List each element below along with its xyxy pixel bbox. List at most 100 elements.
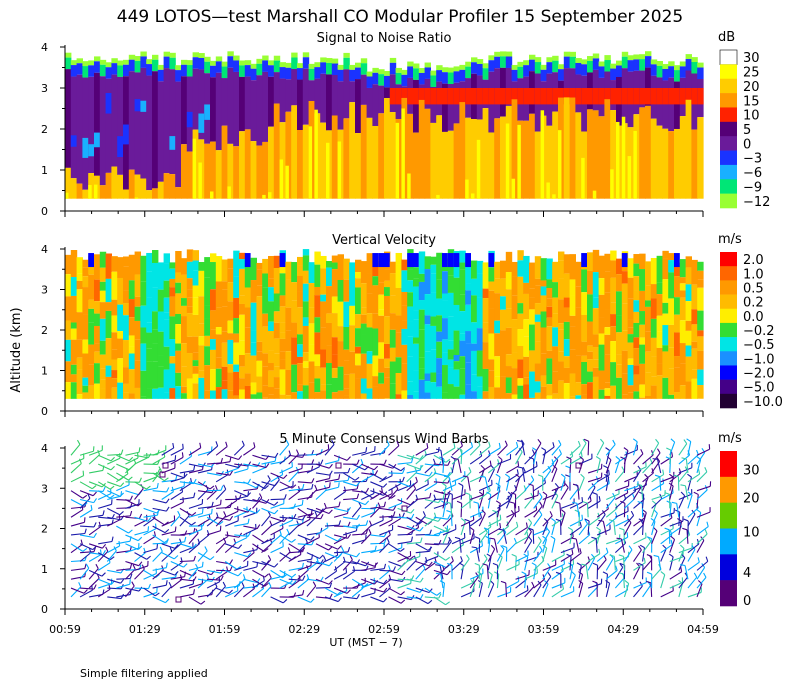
vv-cell: [163, 312, 170, 320]
wind-barb-flag: [468, 467, 472, 473]
snr-cell: [413, 132, 420, 199]
vv-cell: [645, 285, 652, 301]
wind-barb: [288, 522, 303, 527]
wind-barb: [179, 482, 192, 492]
colorbar-label: 25: [743, 66, 760, 81]
wind-barb-flag: [193, 589, 195, 595]
vv-cell: [604, 334, 611, 355]
wind-barb: [70, 543, 84, 552]
snr-cell: [575, 88, 582, 105]
wind-barb-flag: [137, 545, 143, 550]
wind-barb-flag: [624, 580, 630, 585]
vv-cell: [297, 275, 304, 292]
wind-barb-flag: [311, 459, 315, 465]
vv-cell: [656, 294, 663, 305]
y-tick-label: 3: [41, 82, 48, 95]
wind-barb: [696, 560, 709, 571]
vv-cell: [587, 321, 594, 346]
wind-barb-flag: [347, 467, 351, 473]
vv-cell: [273, 255, 281, 269]
snr-cell: [262, 55, 269, 61]
vv-cell: [650, 284, 658, 299]
vv-cell: [592, 367, 600, 377]
vv-cell: [598, 370, 605, 390]
plot-area: [65, 51, 704, 199]
vv-cell: [471, 391, 478, 399]
wind-barb: [306, 466, 320, 474]
wind-barb: [696, 511, 711, 518]
vv-cell: [453, 361, 460, 370]
wind-barb-flag: [211, 501, 214, 507]
snr-cell: [384, 75, 391, 88]
wind-barb-flag: [283, 474, 288, 479]
wind-barb-flag: [400, 591, 405, 596]
wind-barb-flag: [638, 491, 644, 495]
wind-barb: [388, 502, 402, 509]
wind-barb: [333, 561, 346, 571]
wind-barb: [515, 578, 527, 589]
wind-barb: [497, 500, 510, 509]
wind-barb: [134, 565, 148, 571]
snr-cell: [558, 130, 562, 199]
wind-barb: [234, 468, 248, 474]
wind-barb: [107, 507, 121, 516]
vv-cell: [233, 333, 240, 343]
wind-barb-flag: [92, 545, 97, 551]
wind-barb-flag: [329, 582, 333, 588]
wind-barb-flag: [383, 563, 387, 569]
wind-barb: [97, 493, 112, 501]
vv-cell: [384, 253, 390, 268]
wind-barb-flag: [175, 475, 178, 481]
wind-barb: [415, 587, 430, 593]
vv-cell: [447, 359, 455, 368]
wind-barb: [225, 454, 239, 461]
wind-barb: [513, 503, 517, 518]
wind-barb: [569, 445, 581, 456]
wind-barb: [97, 562, 111, 571]
snr-cell: [262, 60, 269, 72]
wind-barb: [623, 450, 629, 465]
vv-cell: [697, 270, 704, 280]
snr-cell: [511, 178, 516, 199]
wind-barb: [487, 548, 496, 562]
vv-cell: [691, 341, 698, 349]
wind-barb-flag: [608, 469, 610, 475]
wind-barb: [379, 493, 393, 501]
wind-barb: [696, 533, 708, 545]
wind-barb: [624, 515, 635, 527]
wind-barb: [270, 534, 282, 545]
wind-barb-flag: [154, 592, 160, 597]
wind-barb: [315, 543, 329, 551]
wind-barb-flag: [400, 467, 406, 472]
wind-barb: [684, 565, 689, 580]
vv-cell: [372, 386, 379, 399]
wind-barb: [361, 490, 374, 499]
snr-cell: [505, 88, 513, 105]
colorbar-cell: [720, 337, 737, 352]
x-tick-label: 01:59: [209, 623, 241, 636]
wind-barb: [161, 552, 175, 560]
wind-barb-flag: [654, 474, 660, 478]
wind-barb-flag: [253, 442, 256, 448]
wind-barb: [487, 463, 500, 474]
vv-cell: [140, 327, 147, 344]
vv-cell: [407, 253, 413, 268]
wind-barb: [152, 507, 167, 512]
vv-cell: [99, 267, 107, 282]
vv-cell: [314, 251, 321, 265]
wind-barb-flag: [247, 552, 252, 558]
wind-barb-flag: [531, 562, 537, 566]
wind-barb: [143, 587, 156, 597]
wind-barb: [215, 570, 229, 580]
snr-cell: [210, 77, 217, 142]
snr-cell: [134, 174, 141, 199]
wind-barb: [70, 499, 84, 507]
wind-barb: [352, 560, 366, 567]
vv-cell: [192, 297, 199, 315]
snr-cell: [268, 126, 275, 199]
vv-cell: [210, 390, 217, 399]
wind-barb-flag: [553, 491, 559, 497]
snr-cell: [210, 65, 217, 78]
vv-cell: [94, 383, 101, 399]
wind-barb-flag: [640, 449, 644, 454]
